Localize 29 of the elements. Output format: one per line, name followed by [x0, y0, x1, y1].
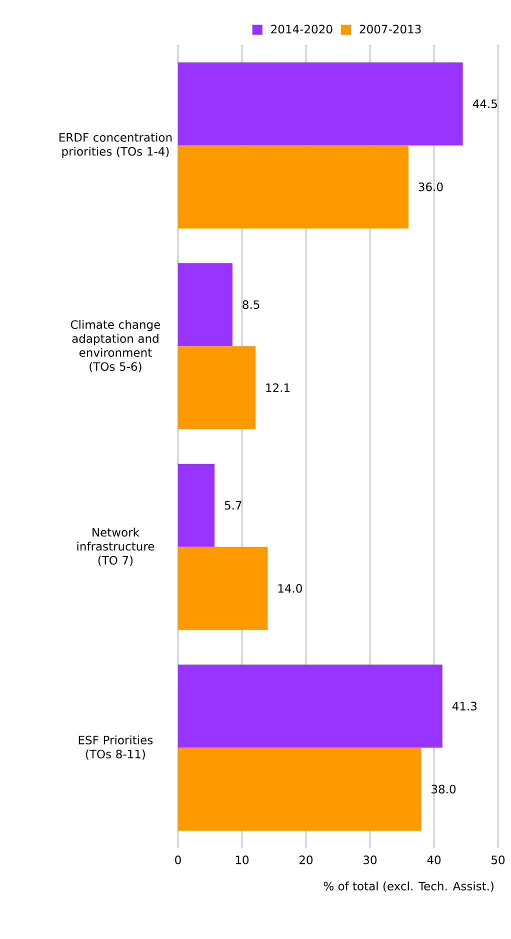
data-label: 5.7 [224, 501, 242, 510]
y-tick-label: ESF Priorities (TOs 8-11) [78, 736, 153, 760]
bar [178, 464, 214, 547]
y-tick-label: ERDF concentration priorities (TOs 1-4) [59, 132, 172, 158]
x-axis-title: % of total (excl. Tech. Assist.) [324, 882, 494, 892]
data-label: 44.5 [472, 100, 497, 108]
bar [178, 263, 232, 346]
data-label: 36.0 [418, 182, 443, 192]
x-tick-label: 30 [364, 856, 377, 864]
bar [178, 62, 463, 146]
bar [178, 748, 422, 831]
data-label: 12.1 [266, 383, 290, 392]
data-label: 14.0 [278, 584, 302, 593]
bar [178, 546, 268, 630]
x-tick-label: 0 [175, 856, 181, 864]
x-tick-label: 10 [236, 856, 249, 864]
y-tick-label: Network infrastructure (TO 7) [77, 528, 154, 566]
data-label: 41.3 [452, 702, 477, 710]
data-label: 8.5 [242, 300, 260, 309]
y-tick-label: Climate change adaptation and environment (TOs 5-6) [70, 320, 160, 372]
legend-label: 2007-2013 [360, 24, 421, 34]
data-label: 38.0 [432, 784, 456, 794]
bar [178, 664, 442, 748]
x-tick-label: 50 [492, 856, 505, 864]
legend-label: 2014-2020 [271, 24, 332, 34]
bar [178, 346, 256, 430]
x-tick-label: 20 [300, 856, 313, 864]
bar [178, 145, 408, 228]
x-tick-label: 40 [427, 856, 441, 864]
